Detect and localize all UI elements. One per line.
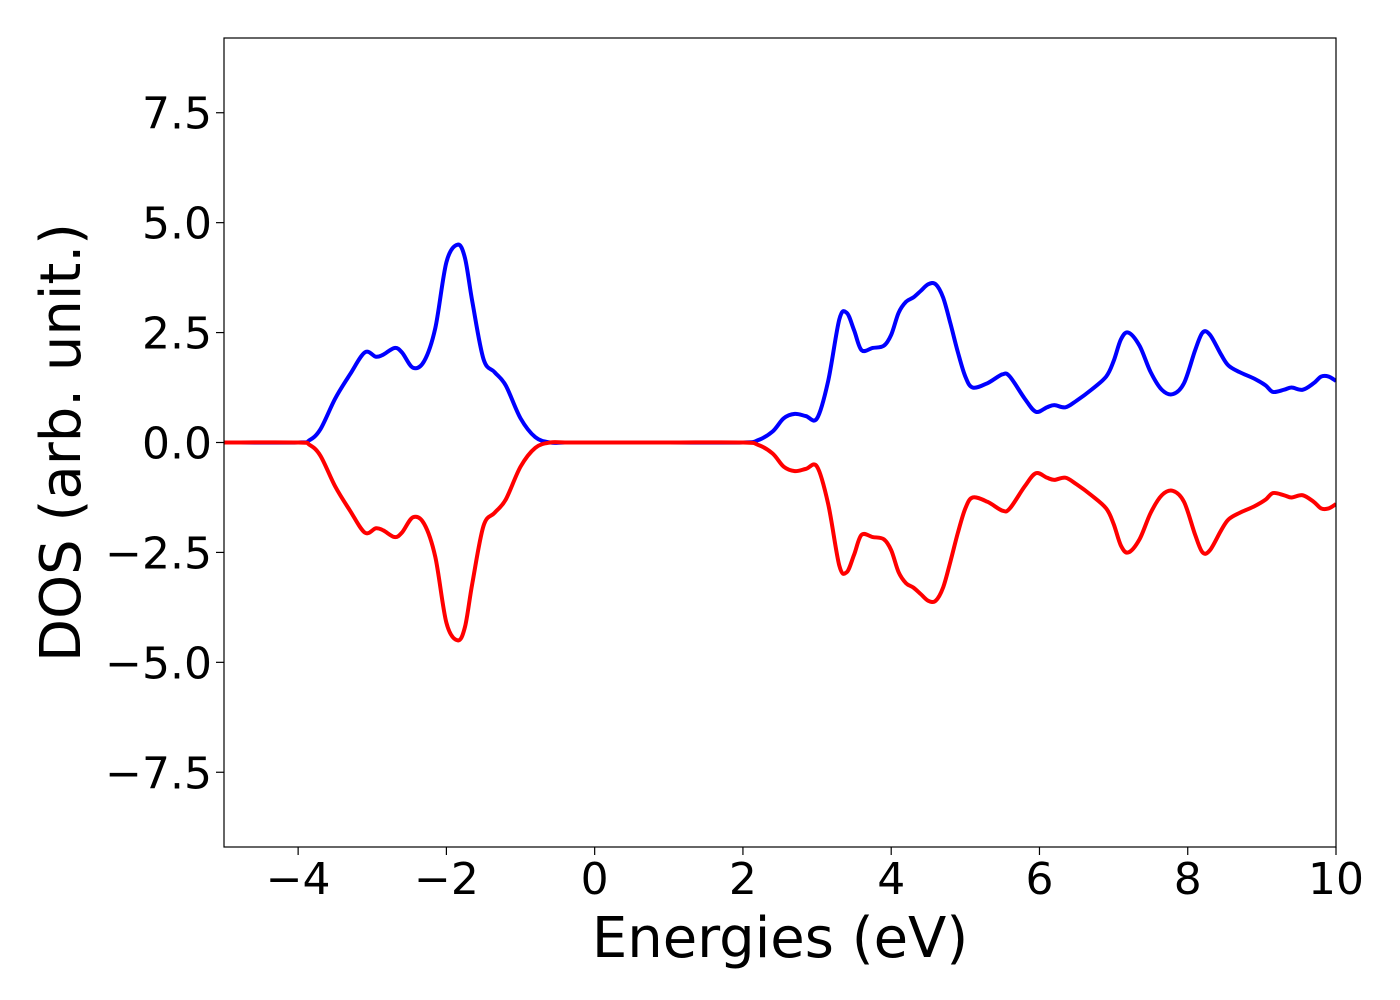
y-tick-label: 7.5 bbox=[142, 89, 212, 140]
series-line-blue bbox=[224, 242, 1336, 445]
x-axis-label: Energies (eV) bbox=[592, 906, 968, 971]
y-tick-label: −7.5 bbox=[105, 748, 212, 799]
y-axis-ticks: −7.5 −5.0 −2.5 0.0 2.5 5.0 7.5 bbox=[105, 89, 224, 799]
y-tick-label: −5.0 bbox=[105, 638, 212, 689]
x-tick-label: 2 bbox=[729, 854, 757, 905]
x-axis-ticks: −4 −2 0 2 4 6 8 10 bbox=[266, 847, 1364, 905]
x-tick-label: 6 bbox=[1025, 854, 1053, 905]
x-tick-label: 4 bbox=[877, 854, 905, 905]
y-tick-label: 5.0 bbox=[142, 199, 212, 250]
x-tick-label: −2 bbox=[414, 854, 479, 905]
x-tick-label: −4 bbox=[266, 854, 331, 905]
y-tick-label: −2.5 bbox=[105, 528, 212, 579]
y-tick-label: 2.5 bbox=[142, 309, 212, 360]
y-axis-label: DOS (arb. unit.) bbox=[29, 223, 94, 662]
x-tick-label: 0 bbox=[581, 854, 609, 905]
x-tick-label: 10 bbox=[1308, 854, 1364, 905]
series-line-red bbox=[224, 440, 1336, 643]
series-layer bbox=[224, 242, 1336, 643]
y-tick-label: 0.0 bbox=[142, 419, 212, 470]
x-tick-label: 8 bbox=[1174, 854, 1202, 905]
plot-frame bbox=[223, 37, 1337, 848]
